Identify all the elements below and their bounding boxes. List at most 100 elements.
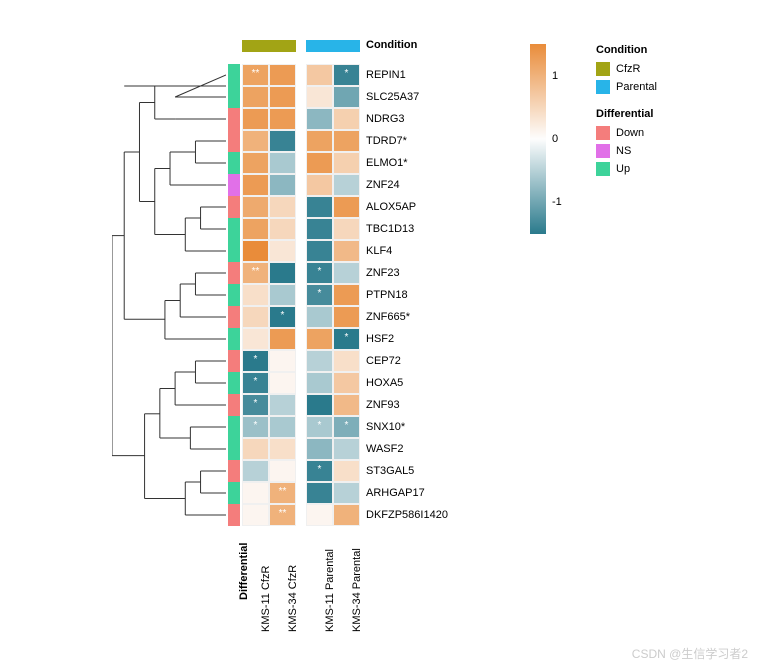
- heatmap-cell: [333, 394, 360, 416]
- colorbar-tick-label: 1: [552, 70, 558, 82]
- heatmap-cell: [242, 306, 269, 328]
- heatmap-cell: [306, 504, 333, 526]
- heatmap-cell: [269, 350, 296, 372]
- heatmap-cell: [269, 504, 296, 526]
- sample-column-label: KMS-34 CfzR: [287, 565, 299, 632]
- heatmap-cell: [242, 240, 269, 262]
- heatmap-cell: [333, 64, 360, 86]
- gene-label: CEP72: [366, 355, 401, 367]
- gene-label: PTPN18: [366, 289, 408, 301]
- heatmap-cell: [242, 328, 269, 350]
- heatmap-cell: [306, 460, 333, 482]
- sample-column-label: KMS-11 CfzR: [260, 566, 272, 632]
- gene-label: HOXA5: [366, 377, 403, 389]
- heatmap-cell: [306, 152, 333, 174]
- gene-label: DKFZP586I1420: [366, 509, 448, 521]
- heatmap-cell: [269, 284, 296, 306]
- heatmap-cell: [269, 152, 296, 174]
- heatmap-cell: [269, 306, 296, 328]
- differential-annotation-cell: [228, 174, 240, 196]
- heatmap-cell: [333, 240, 360, 262]
- heatmap-cell: [333, 284, 360, 306]
- legend-swatch: [596, 126, 610, 140]
- gene-label: NDRG3: [366, 113, 405, 125]
- differential-annotation-cell: [228, 504, 240, 526]
- heatmap-cell: [306, 394, 333, 416]
- legend-swatch: [596, 80, 610, 94]
- differential-annotation-cell: [228, 460, 240, 482]
- heatmap-cell: [306, 438, 333, 460]
- heatmap-cell: [242, 130, 269, 152]
- legend-condition-title: Condition: [596, 44, 647, 56]
- heatmap-cell: [242, 460, 269, 482]
- heatmap-cell: [242, 64, 269, 86]
- heatmap-cell: [333, 328, 360, 350]
- heatmap-cell: [306, 284, 333, 306]
- heatmap-cell: [242, 482, 269, 504]
- heatmap-cell: [306, 64, 333, 86]
- heatmap-cell: [269, 108, 296, 130]
- differential-annotation-cell: [228, 262, 240, 284]
- legend-differential-title: Differential: [596, 108, 653, 120]
- gene-label: ARHGAP17: [366, 487, 425, 499]
- heatmap-cell: [242, 394, 269, 416]
- condition-annotation-cell: [242, 40, 269, 52]
- heatmap-cell: [306, 372, 333, 394]
- condition-annotation-label: Condition: [366, 39, 417, 51]
- differential-annotation-cell: [228, 64, 240, 86]
- differential-annotation-cell: [228, 108, 240, 130]
- differential-annotation-cell: [228, 416, 240, 438]
- heatmap-cell: [242, 196, 269, 218]
- heatmap-cell: [242, 504, 269, 526]
- heatmap-cell: [242, 416, 269, 438]
- heatmap-cell: [269, 262, 296, 284]
- legend-swatch: [596, 162, 610, 176]
- heatmap-cell: [242, 108, 269, 130]
- heatmap-cell: [269, 240, 296, 262]
- differential-annotation-cell: [228, 306, 240, 328]
- heatmap-cell: [333, 196, 360, 218]
- condition-annotation-cell: [269, 40, 296, 52]
- heatmap-cell: [269, 372, 296, 394]
- heatmap-cell: [333, 504, 360, 526]
- heatmap-cell: [306, 240, 333, 262]
- heatmap-cell: [269, 174, 296, 196]
- differential-annotation-cell: [228, 284, 240, 306]
- condition-annotation-cell: [333, 40, 360, 52]
- row-dendrogram: [112, 64, 226, 526]
- heatmap-cell: [269, 460, 296, 482]
- heatmap-cell: [269, 86, 296, 108]
- differential-annotation-cell: [228, 482, 240, 504]
- heatmap-cell: [242, 262, 269, 284]
- gene-label: ELMO1*: [366, 157, 408, 169]
- gene-label: SNX10*: [366, 421, 405, 433]
- gene-label: WASF2: [366, 443, 404, 455]
- heatmap-cell: [333, 108, 360, 130]
- colorbar-tick-label: -1: [552, 196, 562, 208]
- sample-column-label: KMS-34 Parental: [351, 548, 363, 632]
- heatmap-cell: [333, 460, 360, 482]
- heatmap-cell: [333, 416, 360, 438]
- heatmap-cell: [333, 482, 360, 504]
- heatmap-cell: [269, 130, 296, 152]
- heatmap-cell: [242, 284, 269, 306]
- differential-annotation-cell: [228, 152, 240, 174]
- gene-label: ZNF24: [366, 179, 400, 191]
- gene-label: KLF4: [366, 245, 392, 257]
- heatmap-cell: [333, 306, 360, 328]
- heatmap-cell: [269, 196, 296, 218]
- heatmap-cell: [269, 328, 296, 350]
- heatmap-cell: [333, 152, 360, 174]
- heatmap-cell: [306, 218, 333, 240]
- heatmap-cell: [242, 218, 269, 240]
- gene-label: SLC25A37: [366, 91, 419, 103]
- heatmap-cell: [306, 482, 333, 504]
- heatmap-cell: [242, 438, 269, 460]
- legend-swatch: [596, 62, 610, 76]
- sample-column-label: KMS-11 Parental: [324, 549, 336, 632]
- legend-label: Down: [616, 127, 644, 139]
- differential-annotation-cell: [228, 240, 240, 262]
- gene-label: HSF2: [366, 333, 394, 345]
- heatmap-cell: [269, 482, 296, 504]
- differential-annotation-cell: [228, 218, 240, 240]
